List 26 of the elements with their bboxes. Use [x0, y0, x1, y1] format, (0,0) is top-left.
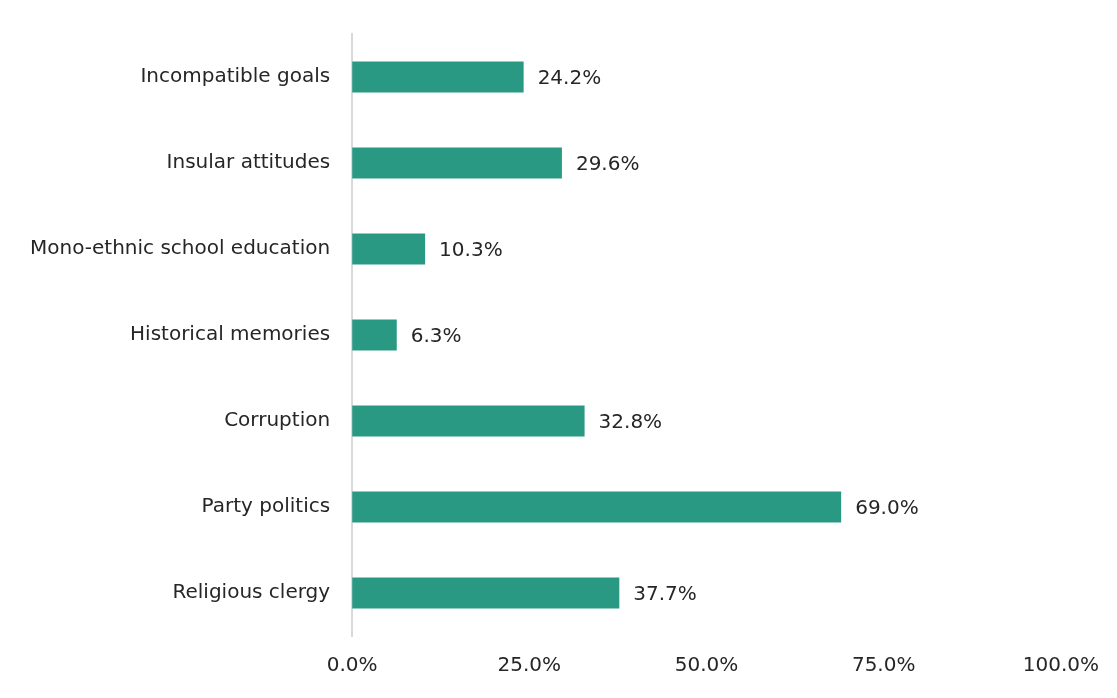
- x-tick-label: 50.0%: [674, 652, 739, 677]
- x-tick-label: 0.0%: [326, 652, 378, 677]
- y-tick-label: Party politics: [201, 493, 331, 518]
- bar: [352, 319, 397, 351]
- y-tick-label: Incompatible goals: [140, 63, 331, 88]
- x-tick-label: 75.0%: [851, 652, 916, 677]
- y-tick-label: Mono-ethnic school education: [29, 235, 331, 260]
- data-label: 29.6%: [575, 151, 640, 176]
- data-label: 69.0%: [855, 495, 919, 520]
- x-tick-label: 100.0%: [1022, 652, 1099, 677]
- data-label: 6.3%: [410, 323, 462, 348]
- data-label: 32.8%: [598, 409, 663, 434]
- bar: [352, 147, 562, 179]
- data-label: 37.7%: [633, 581, 697, 606]
- y-tick-label: Religious clergy: [172, 579, 331, 604]
- bar: [352, 577, 620, 609]
- bar: [352, 61, 524, 93]
- x-tick-label: 25.0%: [497, 652, 562, 677]
- y-tick-label: Corruption: [224, 407, 331, 432]
- bar: [352, 233, 426, 265]
- y-tick-label: Historical memories: [130, 321, 331, 346]
- bar: [352, 491, 842, 523]
- data-label: 10.3%: [439, 237, 503, 262]
- data-label: 24.2%: [537, 65, 602, 90]
- y-tick-label: Insular attitudes: [166, 149, 331, 174]
- bar: [352, 405, 585, 437]
